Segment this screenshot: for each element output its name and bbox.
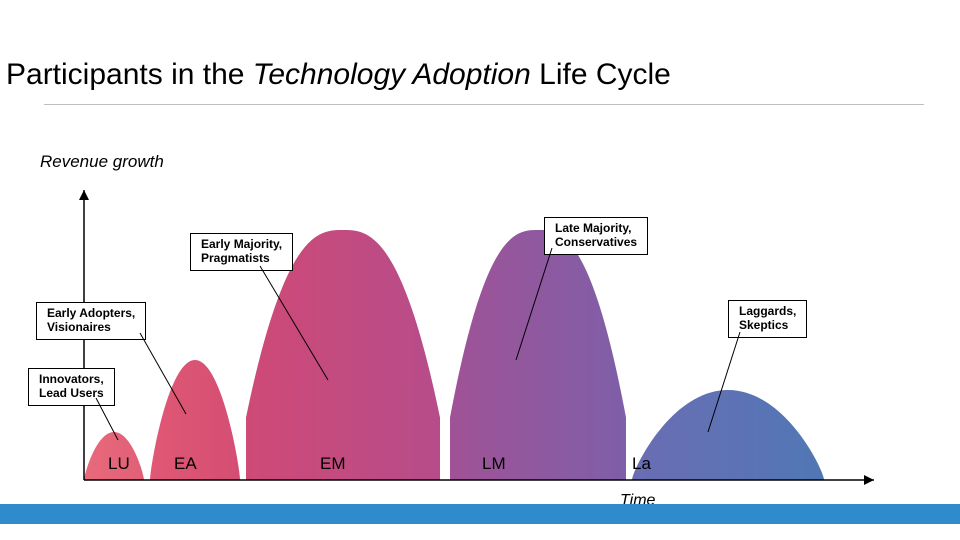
- callout-line: Pragmatists: [201, 252, 282, 266]
- callout-line: Innovators,: [39, 373, 104, 387]
- title-prefix: Participants in the: [6, 58, 253, 91]
- page-title: Participants in the Technology Adoption …: [6, 58, 671, 92]
- segment-label-em: EM: [320, 454, 346, 474]
- callout-early-majority: Early Majority, Pragmatists: [190, 233, 293, 271]
- callout-line: Early Adopters,: [47, 307, 135, 321]
- callout-late-majority: Late Majority, Conservatives: [544, 217, 648, 255]
- callout-line: Late Majority,: [555, 222, 637, 236]
- callout-line: Lead Users: [39, 387, 104, 401]
- y-axis-arrow-icon: [79, 190, 89, 200]
- segment-label-lu: LU: [108, 454, 130, 474]
- segment-label-lm: LM: [482, 454, 506, 474]
- segment-label-ea: EA: [174, 454, 197, 474]
- segment-label-la: La: [632, 454, 651, 474]
- callout-early-adopters: Early Adopters, Visionaires: [36, 302, 146, 340]
- title-suffix: Life Cycle: [539, 58, 671, 91]
- callout-line: Visionaires: [47, 321, 135, 335]
- footer-bar: [0, 504, 960, 524]
- title-underline: [44, 104, 924, 105]
- callout-innovators: Innovators, Lead Users: [28, 368, 115, 406]
- title-italic: Technology Adoption: [253, 58, 539, 91]
- callout-laggards: Laggards, Skeptics: [728, 300, 807, 338]
- segment-la: [632, 390, 824, 480]
- callout-line: Laggards,: [739, 305, 796, 319]
- callout-line: Conservatives: [555, 236, 637, 250]
- x-axis-arrow-icon: [864, 475, 874, 485]
- segment-lm: [450, 230, 626, 480]
- y-axis-label: Revenue growth: [40, 152, 164, 172]
- callout-line: Skeptics: [739, 319, 796, 333]
- callout-line: Early Majority,: [201, 238, 282, 252]
